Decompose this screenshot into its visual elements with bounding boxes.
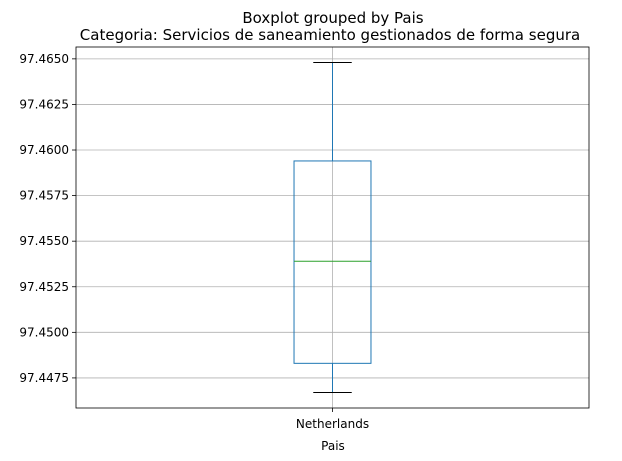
y-tick-label: 97.4525	[19, 280, 69, 294]
plot-frame	[75, 46, 590, 409]
y-tick-label: 97.4625	[19, 97, 69, 111]
y-tick-label: 97.4475	[19, 371, 69, 385]
iqr-box	[293, 160, 372, 364]
x-tick-label: Netherlands	[296, 417, 369, 431]
y-tick-label: 97.4650	[19, 52, 69, 66]
axes: 97.4475 97.4500 97.4525 97.4550 97.4575 97.46…	[19, 46, 590, 431]
chart-title: Categoria: Servicios de saneamiento gest…	[80, 26, 580, 44]
y-tick-label: 97.4575	[19, 189, 69, 203]
y-tick-label: 97.4550	[19, 234, 69, 248]
x-axis-label: Pais	[321, 439, 345, 453]
chart-suptitle: Boxplot grouped by Pais	[242, 9, 423, 27]
box-elements	[293, 61, 372, 394]
y-tick-label: 97.4600	[19, 143, 69, 157]
y-tick-label: 97.4500	[19, 325, 69, 339]
